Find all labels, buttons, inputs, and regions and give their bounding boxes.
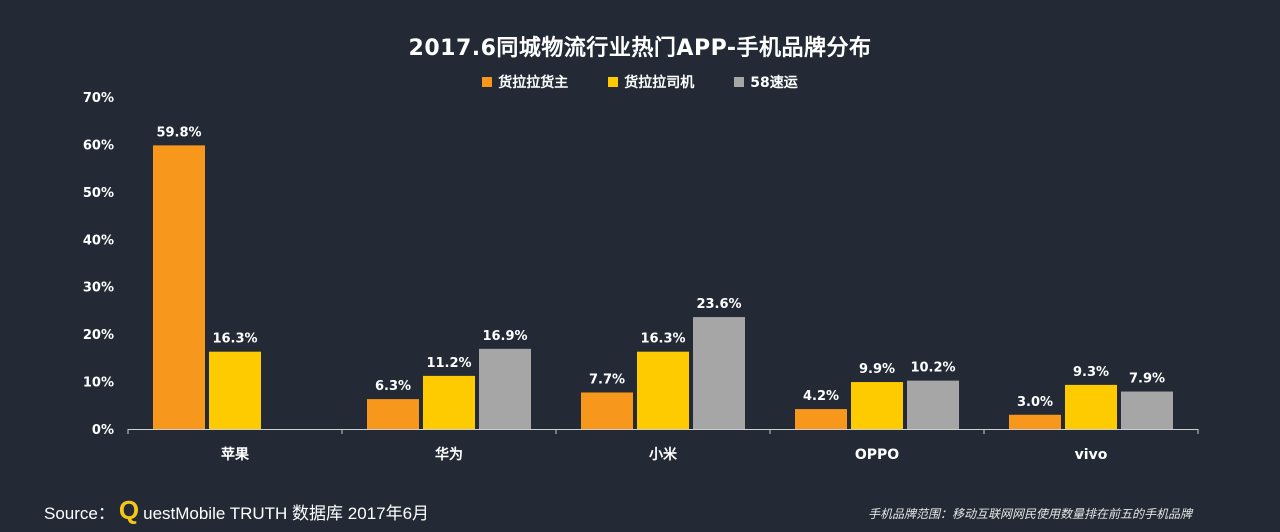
footer-note: 手机品牌范围：移动互联网网民使用数量排在前五的手机品牌 bbox=[867, 507, 1192, 521]
data-label: 9.3% bbox=[1073, 365, 1109, 380]
chart-title: 2017.6同城物流行业热门APP-手机品牌分布 bbox=[408, 36, 872, 61]
bar bbox=[423, 375, 475, 429]
bar bbox=[907, 380, 959, 429]
legend-swatch bbox=[482, 77, 493, 87]
y-tick-label: 30% bbox=[83, 281, 114, 296]
y-tick-label: 70% bbox=[83, 91, 114, 106]
legend-item-58-suyun: 58速运 bbox=[734, 72, 798, 92]
data-label: 10.2% bbox=[910, 361, 955, 376]
y-tick-label: 50% bbox=[83, 186, 114, 201]
bar bbox=[209, 351, 261, 429]
legend-item-huolala-shipper: 货拉拉货主 bbox=[482, 72, 568, 92]
bar bbox=[637, 351, 689, 429]
x-category-label: 苹果 bbox=[221, 446, 250, 463]
data-label: 7.7% bbox=[589, 372, 625, 387]
y-tick-label: 10% bbox=[83, 376, 114, 391]
questmobile-logo-q: Q bbox=[118, 495, 140, 525]
source-label: Source： bbox=[44, 504, 115, 523]
bar bbox=[1121, 391, 1173, 429]
data-label: 7.9% bbox=[1129, 372, 1165, 387]
legend-label: 58速运 bbox=[750, 75, 798, 91]
data-label: 4.2% bbox=[803, 389, 839, 404]
bar bbox=[795, 409, 847, 429]
data-label: 9.9% bbox=[859, 362, 895, 377]
data-label: 16.9% bbox=[482, 329, 527, 344]
legend-label: 货拉拉司机 bbox=[624, 75, 695, 91]
y-tick-label: 40% bbox=[83, 233, 114, 248]
x-category-label: 小米 bbox=[649, 446, 678, 463]
bar bbox=[479, 348, 531, 429]
chart-legend: 货拉拉货主 货拉拉司机 58速运 bbox=[0, 72, 1280, 92]
bar bbox=[367, 399, 419, 429]
x-category-label: vivo bbox=[1075, 447, 1108, 463]
data-label: 6.3% bbox=[375, 379, 411, 394]
data-label: 23.6% bbox=[696, 297, 741, 312]
bar bbox=[851, 382, 903, 429]
y-tick-label: 0% bbox=[92, 423, 114, 438]
bar bbox=[1009, 414, 1061, 429]
x-category-label: OPPO bbox=[855, 447, 899, 463]
data-label: 59.8% bbox=[156, 125, 201, 140]
x-category-label: 华为 bbox=[435, 446, 463, 463]
data-label: 11.2% bbox=[426, 356, 471, 371]
data-label: 16.3% bbox=[640, 332, 685, 347]
source-text: uestMobile TRUTH 数据库 2017年6月 bbox=[143, 504, 430, 523]
legend-item-huolala-driver: 货拉拉司机 bbox=[608, 72, 694, 92]
legend-swatch bbox=[608, 77, 619, 87]
bar bbox=[581, 392, 633, 429]
y-tick-label: 60% bbox=[83, 138, 114, 153]
legend-swatch bbox=[734, 77, 745, 87]
bar bbox=[693, 317, 745, 429]
data-label: 16.3% bbox=[212, 332, 257, 347]
legend-label: 货拉拉货主 bbox=[498, 75, 569, 91]
data-label: 3.0% bbox=[1017, 395, 1053, 410]
y-tick-label: 20% bbox=[83, 328, 114, 343]
bar bbox=[1065, 384, 1117, 429]
bar bbox=[153, 145, 205, 429]
